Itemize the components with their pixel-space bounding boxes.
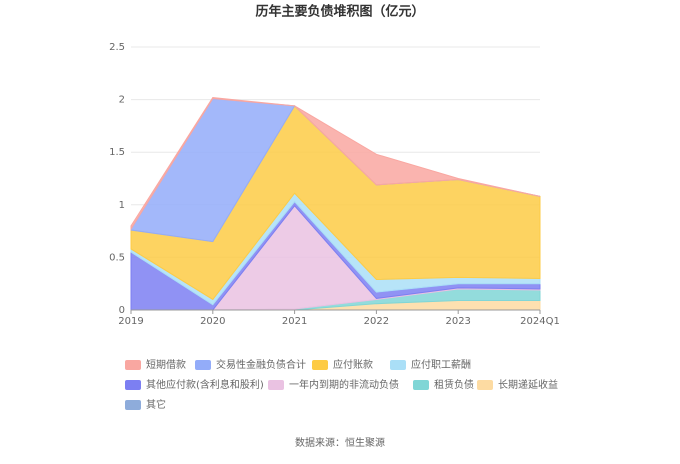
legend-swatch — [125, 380, 141, 390]
legend-swatch — [390, 360, 406, 370]
legend-label: 交易性金融负债合计 — [216, 358, 306, 371]
x-tick-label: 2020 — [200, 316, 225, 327]
legend-swatch — [477, 380, 493, 390]
x-tick-label: 2021 — [282, 316, 307, 327]
y-tick-label: 1 — [119, 200, 125, 211]
chart-title: 历年主要负债堆积图（亿元） — [255, 4, 424, 20]
legend-label: 应付账款 — [333, 358, 373, 371]
legend-label: 其他应付款(含利息和股利) — [146, 378, 264, 391]
area — [130, 96, 541, 231]
y-tick-label: 2.5 — [109, 42, 125, 53]
legend-label: 应付职工薪酬 — [411, 358, 471, 371]
legend-label: 租赁负债 — [434, 378, 474, 391]
y-tick-label: 2 — [119, 95, 125, 106]
legend-swatch — [125, 360, 141, 370]
legend-swatch — [312, 360, 328, 370]
x-tick-label: 2023 — [445, 316, 470, 327]
legend-swatch — [413, 380, 429, 390]
x-tick-label: 2022 — [364, 316, 389, 327]
x-tick-label: 2019 — [118, 316, 143, 327]
legend-label: 其它 — [146, 398, 166, 411]
y-tick-label: 0 — [119, 305, 125, 316]
y-tick-label: 1.5 — [109, 147, 125, 158]
legend-label: 一年内到期的非流动负债 — [289, 378, 399, 391]
x-tick-label: 2024Q1 — [520, 316, 560, 327]
legend-label: 短期借款 — [146, 358, 186, 371]
legend-swatch — [268, 380, 284, 390]
legend-label: 长期递延收益 — [498, 378, 558, 391]
legend-swatch — [125, 400, 141, 410]
source-note: 数据来源：恒生聚源 — [295, 436, 385, 449]
legend-swatch — [195, 360, 211, 370]
y-tick-label: 0.5 — [109, 252, 125, 263]
